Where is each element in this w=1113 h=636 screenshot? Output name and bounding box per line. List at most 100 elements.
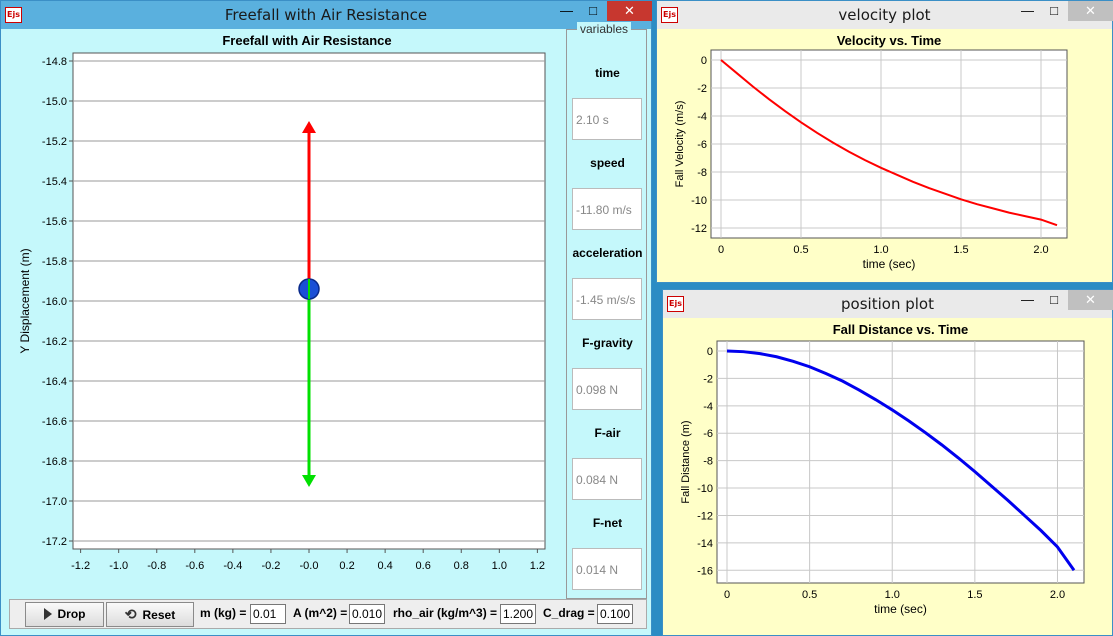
y-tick-label: -12: [697, 510, 713, 522]
x-tick-label: 2.0: [1033, 244, 1048, 256]
x-axis-label: time (sec): [874, 602, 927, 616]
variables-panel: variables time 2.10 s speed -11.80 m/s accel…: [566, 22, 647, 599]
y-tick-label: -6: [697, 139, 707, 151]
y-tick-label: -10: [691, 195, 707, 207]
y-tick-label: 0: [707, 346, 713, 358]
velocity-chart: Velocity vs. Time 0 -2 -4 -6 -8 -10 -12 0 0.5 1.0 1…: [674, 33, 1068, 271]
position-window-title: position plot: [841, 295, 934, 313]
control-bar: Drop ⟲ Reset m (kg) = 0.01 A (m^2) = 0.01…: [9, 599, 647, 629]
x-tick-label: 0.4: [377, 560, 392, 572]
variable-label-4: F-air: [594, 426, 621, 440]
y-tick-label: -10: [697, 483, 713, 495]
x-tick-label: -0.8: [147, 560, 166, 572]
position-chart: Fall Distance vs. Time 0 -2 -4 -6 -8 -10 -12 -14…: [680, 322, 1085, 616]
y-tick-label: -15.4: [42, 176, 67, 188]
x-tick-label: 0.2: [339, 560, 354, 572]
mass-input[interactable]: 0.01: [250, 604, 286, 624]
variables-legend: variables: [577, 22, 632, 36]
x-tick-label: -0.6: [185, 560, 204, 572]
series-line: [726, 349, 1076, 572]
chart-title: Velocity vs. Time: [837, 33, 942, 48]
y-tick-label: -16.4: [42, 376, 67, 388]
y-tick-label: 0: [701, 55, 707, 67]
velocity-window: Ejs velocity plot — □ ✕ Velocity vs. Tim…: [656, 0, 1113, 283]
variable-field-2[interactable]: -1.45 m/s/s: [572, 278, 642, 320]
y-tick-labels: -14.8 -15.0 -15.2 -15.4 -15.6 -15.8 -16.0 -16.2…: [42, 56, 67, 548]
variable-field-1[interactable]: -11.80 m/s: [572, 188, 642, 230]
chart-plot-area: [716, 340, 1085, 584]
maximize-button[interactable]: □: [1050, 3, 1058, 18]
x-tick-label: -0.2: [261, 560, 280, 572]
variable-field-0[interactable]: 2.10 s: [572, 98, 642, 140]
rho-air-label: rho_air (kg/m^3) =: [393, 606, 498, 620]
ejs-logo-icon: Ejs: [667, 296, 684, 312]
minimize-button[interactable]: —: [560, 3, 573, 18]
x-tick-label: 0.5: [802, 589, 817, 601]
close-button[interactable]: ✕: [607, 1, 652, 21]
x-tick-label: 1.5: [953, 244, 968, 256]
c-drag-label: C_drag =: [543, 606, 595, 620]
ejs-logo-icon: Ejs: [5, 7, 22, 23]
variable-field-3[interactable]: 0.098 N: [572, 368, 642, 410]
drop-button[interactable]: Drop: [25, 602, 104, 627]
reset-icon: ⟲: [124, 606, 137, 622]
gravity-arrowhead: [302, 475, 316, 487]
variable-label-5: F-net: [592, 516, 623, 530]
x-tick-label: 1.0: [492, 560, 507, 572]
variable-field-4[interactable]: 0.084 N: [572, 458, 642, 500]
velocity-titlebar[interactable]: Ejs velocity plot — □ ✕: [657, 1, 1113, 29]
x-tick-label: 1.5: [967, 589, 982, 601]
y-tick-label: -15.2: [42, 136, 67, 148]
variable-label-2: acceleration: [572, 246, 643, 260]
variable-field-5[interactable]: 0.014 N: [572, 548, 642, 590]
minimize-button[interactable]: —: [1021, 3, 1034, 18]
area-label: A (m^2) =: [293, 606, 348, 620]
animation-panel: -14.8 -15.0 -15.2 -15.4 -15.6 -15.8 -16.0 -16.2…: [18, 52, 546, 572]
x-tick-label: -0.4: [223, 560, 242, 572]
y-tick-label: -12: [691, 223, 707, 235]
x-tick-label: 0.6: [416, 560, 431, 572]
area-input[interactable]: 0.010: [349, 604, 385, 624]
ejs-logo-icon: Ejs: [661, 7, 678, 23]
y-tick-label: -15.8: [42, 256, 67, 268]
x-axis-label: time (sec): [863, 257, 916, 271]
x-tick-label: 0: [718, 244, 724, 256]
minimize-button[interactable]: —: [1021, 292, 1034, 307]
x-tick-label: 1.0: [885, 589, 900, 601]
y-axis-label: Fall Distance (m): [680, 420, 692, 503]
chart-title: Fall Distance vs. Time: [833, 322, 969, 337]
y-tick-label: -8: [703, 456, 713, 468]
y-tick-label: -16.0: [42, 296, 67, 308]
main-window: Ejs Freefall with Air Resistance — □ ✕ F…: [0, 0, 652, 636]
reset-label: Reset: [142, 608, 176, 622]
main-titlebar[interactable]: Ejs Freefall with Air Resistance — □ ✕: [1, 1, 652, 29]
y-tick-label: -4: [703, 401, 713, 413]
reset-button[interactable]: ⟲ Reset: [106, 602, 194, 627]
play-icon: [43, 608, 52, 620]
x-tick-label: 0.8: [454, 560, 469, 572]
variable-label-1: speed: [590, 156, 625, 170]
variable-label-0: time: [595, 66, 620, 80]
x-tick-label: 2.0: [1050, 589, 1065, 601]
c-drag-input[interactable]: 0.100: [597, 604, 633, 624]
y-tick-label: -16: [697, 565, 713, 577]
y-tick-label: -6: [703, 428, 713, 440]
y-tick-label: -2: [703, 373, 713, 385]
y-tick-label: -14.8: [42, 56, 67, 68]
variable-label-3: F-gravity: [582, 336, 633, 350]
x-tick-label: 0: [724, 589, 730, 601]
y-axis-label: Y Displacement (m): [18, 248, 32, 353]
y-tick-label: -16.6: [42, 416, 67, 428]
maximize-button[interactable]: □: [589, 3, 597, 18]
position-titlebar[interactable]: Ejs position plot — □ ✕: [663, 290, 1113, 318]
y-tick-label: -17.0: [42, 496, 67, 508]
drop-label: Drop: [57, 607, 86, 621]
close-button[interactable]: ✕: [1068, 290, 1113, 310]
y-tick-label: -15.6: [42, 216, 67, 228]
x-tick-label: -1.2: [71, 560, 90, 572]
maximize-button[interactable]: □: [1050, 292, 1058, 307]
air-resistance-arrowhead: [302, 121, 316, 133]
close-button[interactable]: ✕: [1068, 1, 1113, 21]
y-tick-label: -17.2: [42, 536, 67, 548]
rho-air-input[interactable]: 1.200: [500, 604, 536, 624]
